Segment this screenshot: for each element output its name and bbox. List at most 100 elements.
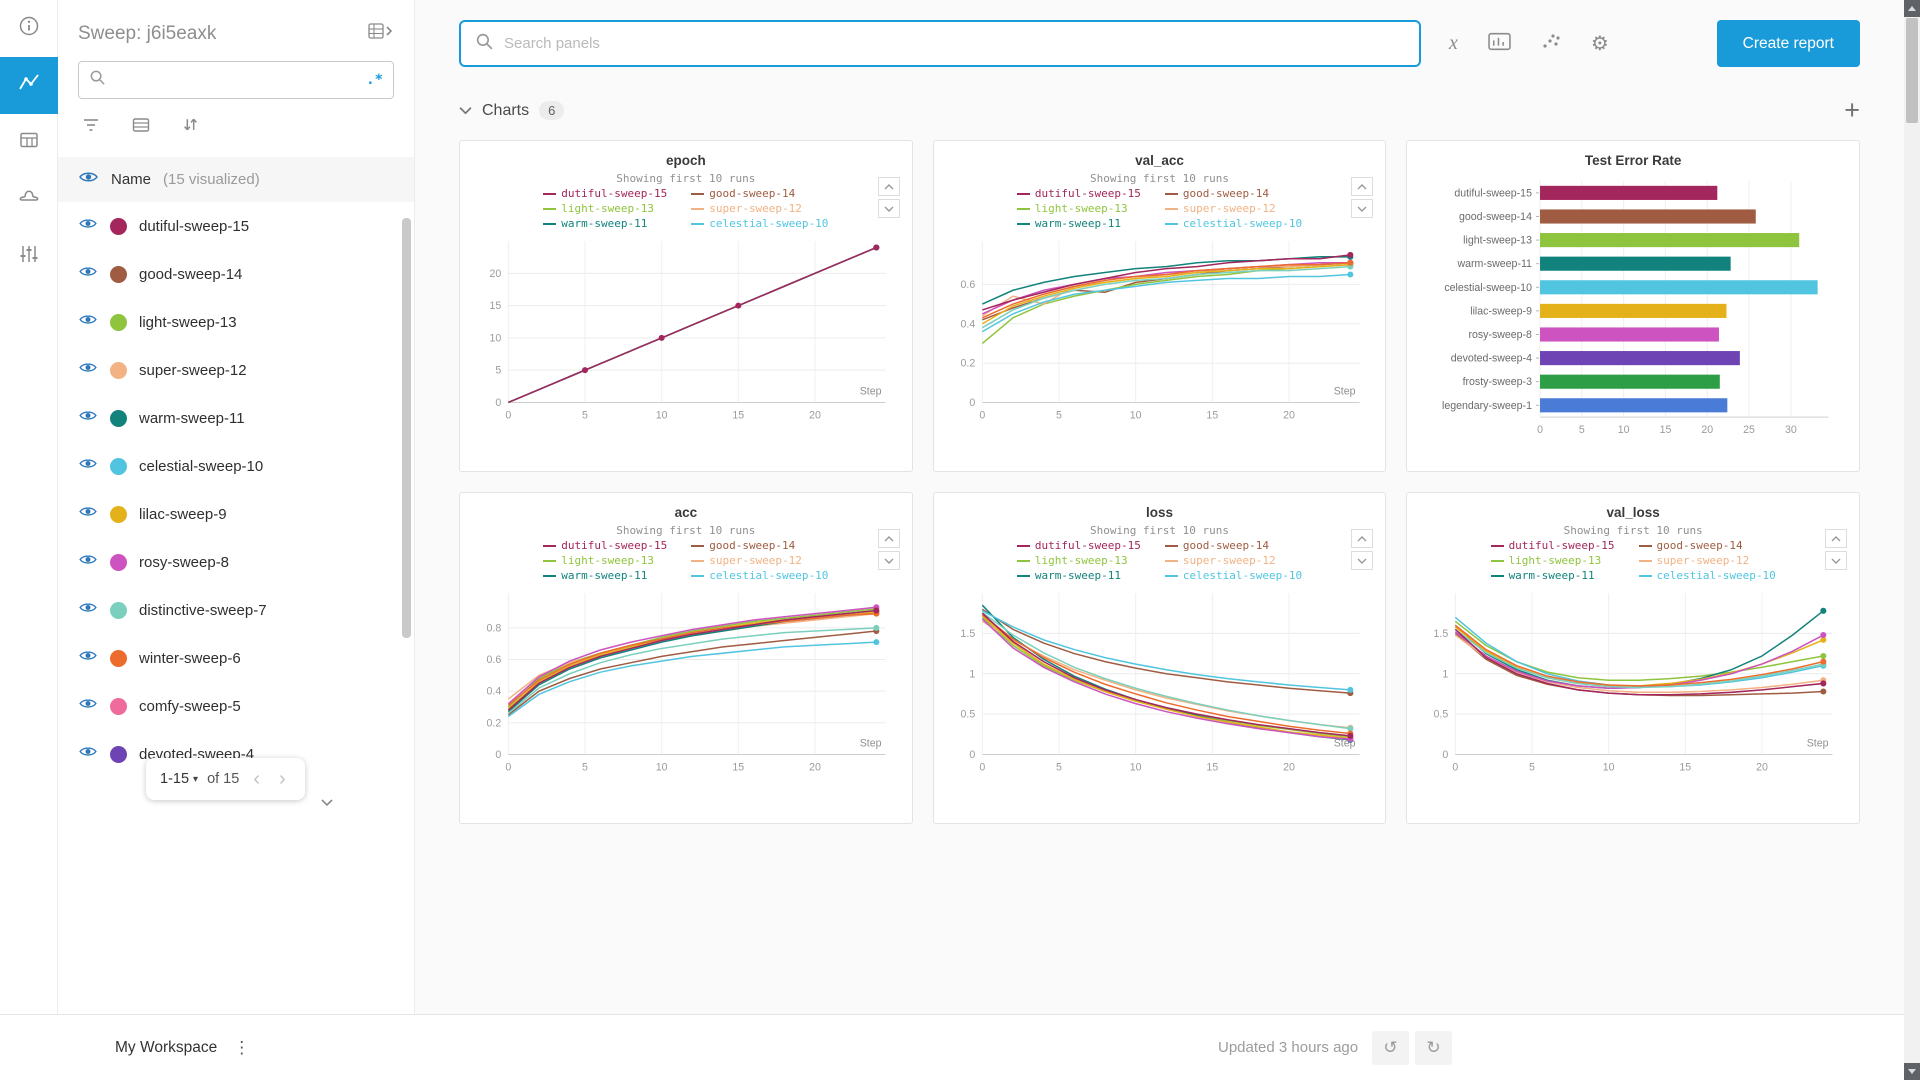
run-name[interactable]: dutiful-sweep-15 xyxy=(139,217,250,235)
page-size-caret-icon[interactable]: ▾ xyxy=(193,773,199,785)
run-name[interactable]: lilac-sweep-9 xyxy=(139,505,227,523)
run-name[interactable]: good-sweep-14 xyxy=(139,265,243,283)
legend-item[interactable]: warm-sweep-11 xyxy=(1016,569,1141,582)
undo-button[interactable]: ↺ xyxy=(1372,1030,1409,1065)
legend-scroll-up-button[interactable] xyxy=(1351,529,1374,548)
run-name[interactable]: light-sweep-13 xyxy=(139,313,237,331)
run-name[interactable]: super-sweep-12 xyxy=(139,361,247,379)
visibility-eye-icon[interactable] xyxy=(78,265,98,283)
run-list-header[interactable]: Name (15 visualized) xyxy=(58,157,414,202)
legend-item[interactable]: super-sweep-12 xyxy=(691,554,828,567)
chart-panel-val-acc[interactable]: val_acc Showing first 10 runs dutiful-swee… xyxy=(932,140,1387,472)
visibility-eye-icon[interactable] xyxy=(78,313,98,331)
panel-bank-icon[interactable] xyxy=(1488,32,1511,56)
scroll-down-button[interactable] xyxy=(1904,1063,1920,1080)
chart-plot-acc[interactable]: 0 5 10 15 20 0 0.2 0.4 0.6 0.8 Step xyxy=(472,585,900,785)
next-page-button[interactable]: › xyxy=(278,768,286,790)
chart-plot-Test Error Rate[interactable]: 0 5 10 15 20 25 30 dutiful-sweep-15 good-sweep-1… xyxy=(1419,171,1847,445)
scroll-down-chevron-icon[interactable] xyxy=(320,794,334,812)
scrollbar-thumb[interactable] xyxy=(1906,18,1918,123)
legend-item[interactable]: light-sweep-13 xyxy=(1016,554,1141,567)
group-icon[interactable] xyxy=(132,117,150,138)
workspace-title[interactable]: My Workspace xyxy=(115,1038,218,1056)
run-row[interactable]: celestial-sweep-10 xyxy=(58,442,414,490)
run-pagination[interactable]: 1-15 ▾ of 15 ‹ › xyxy=(146,758,305,800)
run-row[interactable]: comfy-sweep-5 xyxy=(58,682,414,730)
nav-overview[interactable] xyxy=(0,0,58,57)
run-row[interactable]: light-sweep-13 xyxy=(58,298,414,346)
visibility-eye-icon[interactable] xyxy=(78,697,98,715)
run-name[interactable]: celestial-sweep-10 xyxy=(139,457,264,475)
legend-item[interactable]: celestial-sweep-10 xyxy=(1638,569,1776,582)
run-row[interactable]: dutiful-sweep-15 xyxy=(58,202,414,250)
visibility-eye-icon[interactable] xyxy=(78,361,98,379)
visibility-eye-icon[interactable] xyxy=(78,745,98,763)
nav-workspace[interactable] xyxy=(0,57,58,114)
redo-button[interactable]: ↻ xyxy=(1415,1030,1452,1065)
visibility-eye-icon[interactable] xyxy=(78,457,98,475)
visibility-eye-icon[interactable] xyxy=(78,409,98,427)
legend-item[interactable]: good-sweep-14 xyxy=(1164,539,1302,552)
legend-scroll-up-button[interactable] xyxy=(877,177,900,196)
chart-panel-acc[interactable]: acc Showing first 10 runs dutiful-sweep-15… xyxy=(459,492,913,824)
chart-panel-val-loss[interactable]: val_loss Showing first 10 runs dutiful-swe… xyxy=(1406,492,1860,824)
legend-scroll-down-button[interactable] xyxy=(1351,551,1374,570)
legend-scroll-up-button[interactable] xyxy=(877,529,900,548)
legend-item[interactable]: dutiful-sweep-15 xyxy=(543,187,667,200)
legend-item[interactable]: warm-sweep-11 xyxy=(543,217,667,230)
create-report-button[interactable]: Create report xyxy=(1716,20,1860,67)
legend-item[interactable]: celestial-sweep-10 xyxy=(691,217,828,230)
nav-runs-table[interactable] xyxy=(0,114,58,171)
legend-item[interactable]: super-sweep-12 xyxy=(1164,554,1302,567)
chart-plot-loss[interactable]: 0 5 10 15 20 0 0.5 1 1.5 Step xyxy=(946,585,1374,785)
run-name[interactable]: warm-sweep-11 xyxy=(139,409,245,427)
run-row[interactable]: warm-sweep-11 xyxy=(58,394,414,442)
legend-item[interactable]: light-sweep-13 xyxy=(543,554,667,567)
legend-item[interactable]: good-sweep-14 xyxy=(691,187,828,200)
charts-section-label[interactable]: Charts xyxy=(482,101,530,119)
legend-scroll-up-button[interactable] xyxy=(1824,529,1847,548)
section-chevron-down-icon[interactable] xyxy=(459,102,472,120)
legend-item[interactable]: warm-sweep-11 xyxy=(1016,217,1141,230)
scroll-up-button[interactable] xyxy=(1904,0,1920,17)
legend-item[interactable]: light-sweep-13 xyxy=(1490,554,1615,567)
search-panels-box[interactable] xyxy=(459,20,1421,67)
legend-item[interactable]: good-sweep-14 xyxy=(1638,539,1776,552)
legend-item[interactable]: dutiful-sweep-15 xyxy=(1490,539,1615,552)
page-scrollbar[interactable] xyxy=(1904,0,1920,1080)
visibility-eye-icon[interactable] xyxy=(78,170,99,189)
legend-item[interactable]: dutiful-sweep-15 xyxy=(1016,187,1141,200)
legend-item[interactable]: celestial-sweep-10 xyxy=(1164,217,1302,230)
visibility-eye-icon[interactable] xyxy=(78,553,98,571)
add-panel-button[interactable]: + xyxy=(1844,95,1860,125)
legend-item[interactable]: dutiful-sweep-15 xyxy=(543,539,667,552)
chart-plot-val_loss[interactable]: 0 5 10 15 20 0 0.5 1 1.5 Step xyxy=(1419,585,1847,785)
legend-item[interactable]: celestial-sweep-10 xyxy=(691,569,828,582)
run-search-input[interactable] xyxy=(106,72,367,88)
legend-scroll-down-button[interactable] xyxy=(877,551,900,570)
chart-plot-epoch[interactable]: 0 5 10 15 20 0 5 10 15 20 Step xyxy=(472,233,900,433)
chart-panel-loss[interactable]: loss Showing first 10 runs dutiful-sweep-1… xyxy=(932,492,1387,824)
run-search-box[interactable]: .* xyxy=(78,61,394,99)
settings-gear-icon[interactable]: ⚙ xyxy=(1590,33,1609,55)
chart-plot-val_acc[interactable]: 0 5 10 15 20 0 0.2 0.4 0.6 Step xyxy=(946,233,1374,433)
legend-item[interactable]: warm-sweep-11 xyxy=(1490,569,1615,582)
legend-item[interactable]: good-sweep-14 xyxy=(691,539,828,552)
run-row[interactable]: rosy-sweep-8 xyxy=(58,538,414,586)
run-row[interactable]: super-sweep-12 xyxy=(58,346,414,394)
run-name[interactable]: rosy-sweep-8 xyxy=(139,553,230,571)
run-row[interactable]: good-sweep-14 xyxy=(58,250,414,298)
legend-scroll-down-button[interactable] xyxy=(1824,551,1847,570)
visibility-eye-icon[interactable] xyxy=(78,649,98,667)
run-row[interactable]: winter-sweep-6 xyxy=(58,634,414,682)
legend-item[interactable]: light-sweep-13 xyxy=(1016,202,1141,215)
chart-panel-test-error-rate[interactable]: Test Error Rate 0 5 10 15 20 25 30 dutiful-sweep… xyxy=(1406,140,1860,472)
run-name[interactable]: winter-sweep-6 xyxy=(139,649,241,667)
workspace-menu-kebab-icon[interactable]: ⋮ xyxy=(233,1037,251,1057)
legend-item[interactable]: light-sweep-13 xyxy=(543,202,667,215)
sidebar-scrollbar-thumb[interactable] xyxy=(402,218,411,638)
run-name[interactable]: comfy-sweep-5 xyxy=(139,697,241,715)
visibility-eye-icon[interactable] xyxy=(78,505,98,523)
visibility-eye-icon[interactable] xyxy=(78,601,98,619)
legend-scroll-down-button[interactable] xyxy=(877,199,900,218)
